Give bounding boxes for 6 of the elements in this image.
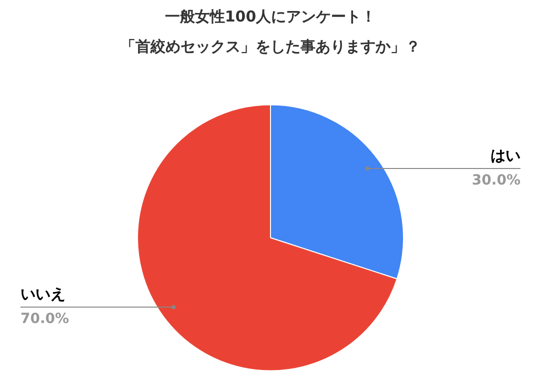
data-label: 70.0% — [20, 311, 70, 328]
chart-title: 一般女性100人にアンケート！ — [164, 8, 376, 26]
slice-label: はい — [490, 146, 520, 165]
data-label: 30.0% — [472, 172, 521, 188]
slice-label: いいえ — [20, 285, 66, 304]
chart-subtitle: 「首絞めセックス」をした事ありますか」？ — [120, 38, 420, 56]
